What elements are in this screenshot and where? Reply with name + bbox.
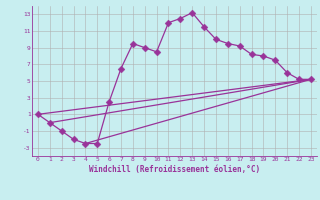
X-axis label: Windchill (Refroidissement éolien,°C): Windchill (Refroidissement éolien,°C) [89, 165, 260, 174]
